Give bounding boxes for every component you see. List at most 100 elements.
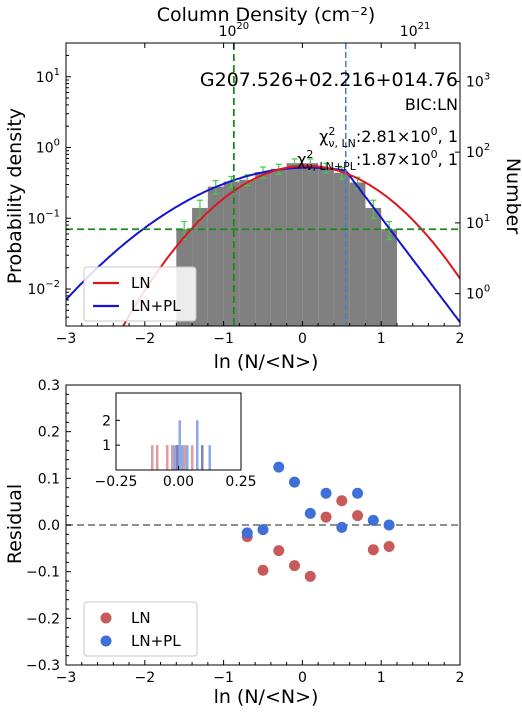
top-legend-box bbox=[83, 266, 197, 322]
histogram-bar bbox=[333, 172, 350, 326]
x-tick-label: −3 bbox=[56, 331, 77, 347]
y-tick-label: 100 bbox=[36, 138, 60, 157]
x-tick-label: 0 bbox=[298, 331, 307, 347]
top-axis-tick-label: 1021 bbox=[400, 21, 431, 40]
x-tick-label: −1 bbox=[213, 670, 234, 686]
y2-tick-label: 100 bbox=[466, 284, 490, 303]
x-tick-label: −2 bbox=[134, 670, 155, 686]
histogram-bar bbox=[318, 167, 334, 326]
x-tick-label: −2 bbox=[134, 331, 155, 347]
legend-ln-marker bbox=[100, 612, 112, 624]
inset-bar-lnpl bbox=[178, 420, 181, 470]
histogram-bar bbox=[239, 179, 256, 326]
lnpl-fit-curve bbox=[66, 166, 460, 323]
top-annotations: G207.526+02.216+014.76 BIC:LN χ2 ν, LN:2.… bbox=[200, 69, 458, 173]
top-axis-label: Column Density (cm⁻²) bbox=[157, 4, 376, 26]
inset-bar-ln bbox=[151, 445, 154, 470]
x-tick-label: 1 bbox=[377, 670, 386, 686]
top-legend: LN LN+PL bbox=[83, 266, 197, 322]
legend-lnpl-label: LN+PL bbox=[131, 297, 181, 315]
histogram-bar bbox=[365, 207, 382, 326]
residual-point-lnpl bbox=[367, 514, 379, 526]
bottom-legend: LN LN+PL bbox=[83, 601, 198, 657]
bic-label: BIC:LN bbox=[405, 95, 458, 114]
bottom-legend-box bbox=[83, 601, 198, 657]
top-x-axis-label: ln (N/<N>) bbox=[214, 351, 319, 373]
residual-point-lnpl bbox=[320, 487, 332, 499]
inset-bar-lnpl bbox=[196, 420, 199, 470]
legend-lnpl-marker bbox=[100, 635, 112, 647]
residual-point-ln bbox=[336, 495, 348, 507]
y-tick-label: 10−1 bbox=[27, 208, 60, 227]
residual-point-ln bbox=[383, 540, 395, 552]
inset-y-tick-label: 1 bbox=[102, 438, 111, 454]
y2-tick-label: 102 bbox=[466, 142, 490, 161]
y-tick-label: 0.2 bbox=[38, 425, 60, 441]
top-panel: −3 −2 −1 0 1 2 1020 1021 10−2 10−1 100 101 100 101 102… bbox=[4, 4, 522, 373]
y-tick-label: 0.3 bbox=[38, 378, 60, 394]
histogram-bar bbox=[349, 182, 366, 326]
residual-point-ln bbox=[289, 560, 301, 572]
inset-bar-lnpl bbox=[201, 445, 204, 470]
legend-ln-label: LN bbox=[131, 609, 151, 627]
y-tick-label: 0.1 bbox=[38, 471, 60, 487]
x-tick-label: 2 bbox=[456, 670, 465, 686]
residual-point-ln bbox=[367, 544, 379, 556]
y-tick-label: −0.1 bbox=[26, 565, 60, 581]
inset-bar-ln bbox=[183, 445, 186, 470]
y-tick-label: −0.3 bbox=[26, 658, 60, 674]
x-tick-label: 1 bbox=[377, 331, 386, 347]
x-tick-label: −1 bbox=[213, 331, 234, 347]
residual-point-ln bbox=[320, 511, 332, 523]
bottom-plot-area: −3 −2 −1 0 1 2 −0.3 −0.2 −0.1 0.0 0.1 0.2 0.3 bbox=[26, 378, 464, 686]
residual-point-lnpl bbox=[336, 521, 348, 533]
inset-bar-ln bbox=[166, 445, 169, 470]
y-tick-label: 0.0 bbox=[38, 518, 60, 534]
top-plot-content bbox=[66, 43, 460, 326]
legend-lnpl-label: LN+PL bbox=[131, 632, 181, 650]
inset-bar-lnpl bbox=[208, 445, 211, 470]
histogram-bar bbox=[255, 172, 271, 326]
histogram-bar bbox=[302, 163, 319, 326]
residual-point-ln bbox=[257, 564, 269, 576]
x-tick-label: 2 bbox=[456, 331, 465, 347]
inset-bar-ln bbox=[156, 445, 159, 470]
legend-ln-label: LN bbox=[131, 274, 151, 292]
top-y2-axis-label: Number bbox=[502, 158, 522, 235]
residual-point-lnpl bbox=[257, 524, 269, 536]
inset-bar-lnpl bbox=[186, 445, 189, 470]
y2-tick-label: 101 bbox=[466, 213, 490, 232]
residual-point-lnpl bbox=[273, 461, 285, 473]
inset-x-tick-label: 0.00 bbox=[163, 474, 194, 490]
histogram-bar bbox=[381, 229, 397, 326]
y-tick-label: 101 bbox=[36, 67, 60, 86]
y-tick-label: 10−2 bbox=[27, 279, 60, 298]
residual-point-lnpl bbox=[289, 476, 301, 488]
inset-bar-ln bbox=[191, 445, 194, 470]
inset-bar-ln bbox=[171, 445, 174, 470]
inset-bar-lnpl bbox=[173, 445, 176, 470]
bottom-panel: −3 −2 −1 0 1 2 −0.3 −0.2 −0.1 0.0 0.1 0.2 0.3 ln (N/… bbox=[4, 378, 464, 708]
residual-point-ln bbox=[352, 510, 364, 522]
inset-y-tick-label: 2 bbox=[102, 413, 111, 429]
residual-point-lnpl bbox=[352, 487, 364, 499]
chart-title: G207.526+02.216+014.76 bbox=[200, 69, 458, 91]
top-plot-area: −3 −2 −1 0 1 2 1020 1021 10−2 10−1 100 101 100 101 102… bbox=[27, 21, 490, 347]
residual-point-ln bbox=[273, 545, 285, 557]
x-tick-label: 0 bbox=[298, 670, 307, 686]
chi-ln-label: χ2 ν, LN:2.81×100, 1 bbox=[319, 125, 458, 150]
residual-point-lnpl bbox=[304, 507, 316, 519]
x-tick-label: −3 bbox=[56, 670, 77, 686]
top-axis-tick-label: 1020 bbox=[219, 21, 250, 40]
bottom-y-axis-label: Residual bbox=[4, 484, 26, 564]
inset-x-tick-label: −0.25 bbox=[95, 474, 138, 490]
histogram-bar bbox=[207, 186, 224, 326]
inset-bar-lnpl bbox=[181, 445, 184, 470]
inset-bar-lnpl bbox=[176, 445, 179, 470]
y2-tick-label: 103 bbox=[466, 71, 490, 90]
histogram-bar bbox=[223, 181, 240, 326]
inset-x-tick-label: 0.25 bbox=[225, 474, 256, 490]
inset-histogram: −0.25 0.00 0.25 1 2 bbox=[95, 392, 257, 490]
chi-lnpl-label: χ2 ν, LN+PL:1.87×100, 1 bbox=[297, 148, 458, 173]
